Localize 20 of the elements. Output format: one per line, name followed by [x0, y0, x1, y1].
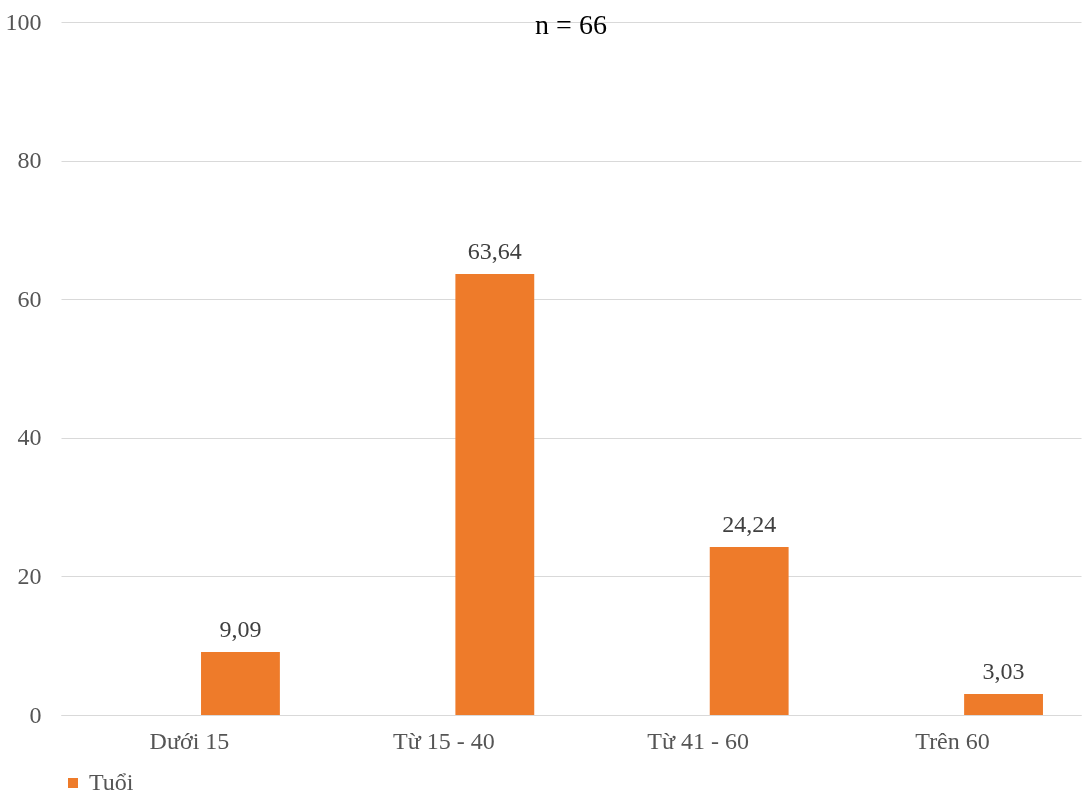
bar [964, 694, 1043, 715]
chart-title: n = 66 [535, 9, 607, 40]
y-tick-label: 40 [17, 424, 42, 451]
data-label: 9,09 [219, 616, 262, 643]
x-tick-label: Từ 15 - 40 [392, 727, 495, 754]
legend-label: Tuổi [89, 769, 134, 795]
x-tick-label: Trên 60 [915, 727, 990, 754]
x-tick-label: Dưới 15 [149, 727, 230, 754]
bar [201, 652, 280, 715]
bar [455, 273, 535, 715]
y-tick-label: 80 [17, 147, 42, 174]
data-label: 24,24 [722, 511, 777, 538]
y-tick-label: 0 [29, 701, 42, 728]
y-tick-label: 100 [5, 8, 42, 35]
data-label: 63,64 [467, 237, 522, 264]
y-tick-label: 60 [17, 285, 42, 312]
bar [709, 547, 789, 715]
data-label: 3,03 [982, 658, 1025, 684]
y-tick-label: 20 [17, 562, 42, 589]
x-tick-label: Từ 41 - 60 [647, 727, 750, 754]
